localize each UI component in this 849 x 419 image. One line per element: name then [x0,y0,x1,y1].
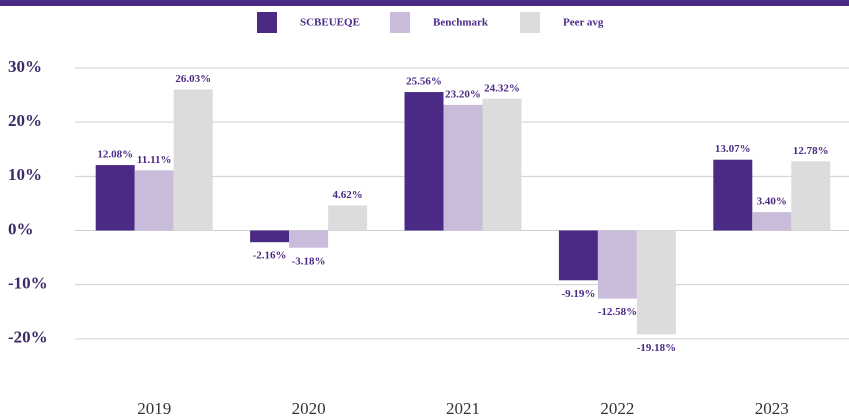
bar [752,212,792,231]
x-tick-label: 2021 [446,399,480,418]
value-label: 25.56% [406,76,442,88]
bar [404,92,444,231]
y-tick-label: 10% [8,165,42,184]
y-tick-label: 30% [8,57,42,76]
value-label: 13.07% [715,143,751,155]
value-label: 3.40% [757,196,787,208]
bar [482,98,522,231]
legend-label: Benchmark [433,17,489,29]
y-tick-label: 0% [8,219,34,238]
y-tick-label: 20% [8,111,42,130]
y-tick-label: -20% [8,328,48,347]
bar [597,230,637,299]
bar [558,230,598,281]
bar [791,161,831,231]
legend-swatch [520,12,540,33]
value-label: -12.58% [598,306,637,318]
y-tick-label: -10% [8,274,48,293]
value-label: -3.18% [292,255,326,267]
value-label: -19.18% [637,342,676,354]
legend-label: SCBEUEQE [300,17,360,29]
value-label: 26.03% [175,73,211,85]
bar [250,230,290,243]
value-label: -2.16% [253,250,287,262]
x-tick-label: 2023 [755,399,789,418]
bar [95,165,135,231]
legend-swatch [257,12,277,33]
bar [289,230,329,248]
bar [328,205,368,231]
value-label: 4.62% [332,189,362,201]
value-label: 12.78% [793,145,829,157]
x-tick-label: 2019 [137,399,171,418]
bar [134,170,174,231]
value-label: 23.20% [445,88,481,100]
value-label: 24.32% [484,82,520,94]
value-label: 12.08% [97,149,133,161]
top-strip [0,0,849,6]
value-label: -9.19% [561,288,595,300]
x-tick-label: 2020 [292,399,326,418]
bar [713,159,753,231]
bar [636,230,676,335]
legend-label: Peer avg [563,17,604,29]
bar [443,104,483,231]
bar [173,89,213,231]
x-tick-label: 2022 [600,399,634,418]
legend-swatch [390,12,410,33]
value-label: 11.11% [137,154,172,166]
